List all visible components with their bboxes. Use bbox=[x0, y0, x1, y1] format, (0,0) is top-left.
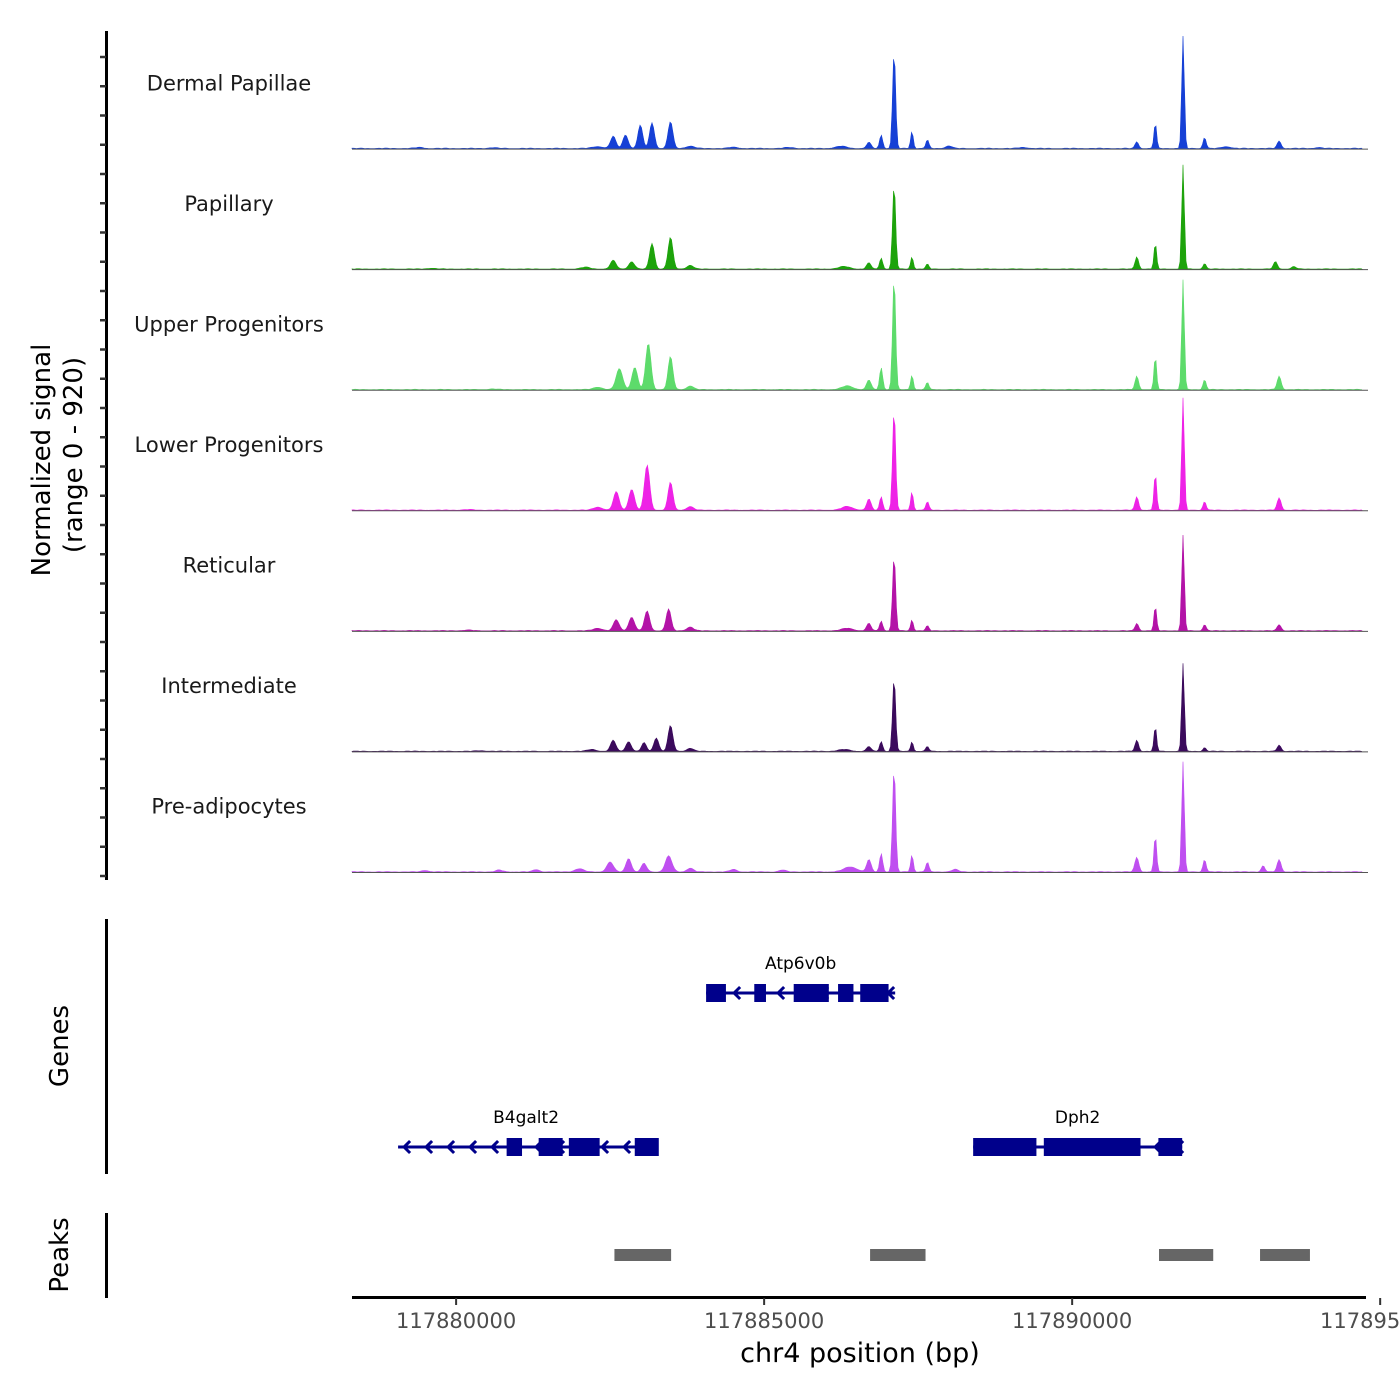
x-tick-label: 117885000 bbox=[704, 1309, 824, 1333]
coverage-area-pre-adipocytes bbox=[351, 761, 1364, 873]
track-label: Papillary bbox=[184, 192, 273, 216]
gene-label: Atp6v0b bbox=[765, 954, 836, 974]
track-label: Lower Progenitors bbox=[135, 433, 324, 457]
coverage-area-dermal-papillae bbox=[351, 35, 1363, 149]
strand-arrow-icon bbox=[423, 1139, 434, 1155]
gene-exon bbox=[838, 984, 854, 1002]
peak-regions bbox=[614, 1249, 1310, 1261]
track-label: Intermediate bbox=[161, 674, 297, 698]
track-label: Upper Progenitors bbox=[134, 312, 324, 336]
strand-arrow-icon bbox=[445, 1139, 456, 1155]
x-tick-label: 117890000 bbox=[1012, 1309, 1132, 1333]
gene-label: Dph2 bbox=[1055, 1108, 1100, 1128]
gene-exon bbox=[706, 984, 726, 1002]
gene-exon bbox=[506, 1138, 523, 1156]
peak-region bbox=[614, 1249, 672, 1261]
gene-exon bbox=[1158, 1138, 1183, 1156]
y-axis-title-line2: (range 0 - 920) bbox=[59, 357, 89, 553]
gene-atp6v0b: Atp6v0b bbox=[706, 954, 896, 1002]
gene-exon bbox=[973, 1138, 1037, 1156]
coverage-area-upper-progenitors bbox=[351, 279, 1363, 391]
track-label: Pre-adipocytes bbox=[151, 795, 306, 819]
strand-arrow-icon bbox=[401, 1139, 412, 1155]
strand-arrow-icon bbox=[621, 1139, 632, 1155]
peaks-panel-title: Peaks bbox=[45, 1217, 75, 1292]
gene-exon bbox=[793, 984, 829, 1002]
track-labels: Dermal Papillae Papillary Upper Progenitor… bbox=[134, 71, 324, 818]
strand-arrow-icon bbox=[599, 1139, 610, 1155]
gene-exon bbox=[568, 1138, 600, 1156]
genes-panel-title: Genes bbox=[45, 1005, 75, 1087]
x-axis-title: chr4 position (bp) bbox=[740, 1338, 980, 1369]
gene-label: B4galt2 bbox=[493, 1108, 559, 1128]
y-axis-title-line1: Normalized signal bbox=[27, 344, 57, 577]
gene-dph2: Dph2 bbox=[973, 1108, 1185, 1156]
track-label: Dermal Papillae bbox=[147, 71, 311, 95]
gene-exon bbox=[538, 1138, 563, 1156]
coverage-area-papillary bbox=[351, 164, 1363, 270]
gene-exon bbox=[1043, 1138, 1141, 1156]
coverage-y-ticks bbox=[100, 55, 106, 878]
gene-annotations: Atp6v0b B4galt2 Dph2 bbox=[398, 954, 1185, 1156]
gene-exon bbox=[860, 984, 889, 1002]
x-tick-label: 117880000 bbox=[396, 1309, 516, 1333]
gene-exon bbox=[634, 1138, 659, 1156]
x-axis-ticks: 117880000 117885000 117890000 117895000 bbox=[396, 1298, 1400, 1333]
coverage-area-intermediate bbox=[351, 663, 1363, 752]
x-tick-label: 117895000 bbox=[1320, 1309, 1400, 1333]
strand-arrow-icon bbox=[467, 1139, 478, 1155]
gene-exon bbox=[754, 984, 766, 1002]
track-label: Reticular bbox=[183, 554, 276, 578]
coverage-tracks bbox=[351, 35, 1368, 873]
peak-region bbox=[1159, 1249, 1214, 1261]
strand-arrow-icon bbox=[775, 985, 786, 1001]
coverage-area-lower-progenitors bbox=[351, 397, 1363, 511]
peak-region bbox=[870, 1249, 926, 1261]
gene-b4galt2: B4galt2 bbox=[398, 1108, 659, 1156]
coverage-area-reticular bbox=[351, 534, 1363, 632]
peak-region bbox=[1260, 1249, 1310, 1261]
strand-arrow-icon bbox=[489, 1139, 500, 1155]
strand-arrow-icon bbox=[731, 985, 742, 1001]
